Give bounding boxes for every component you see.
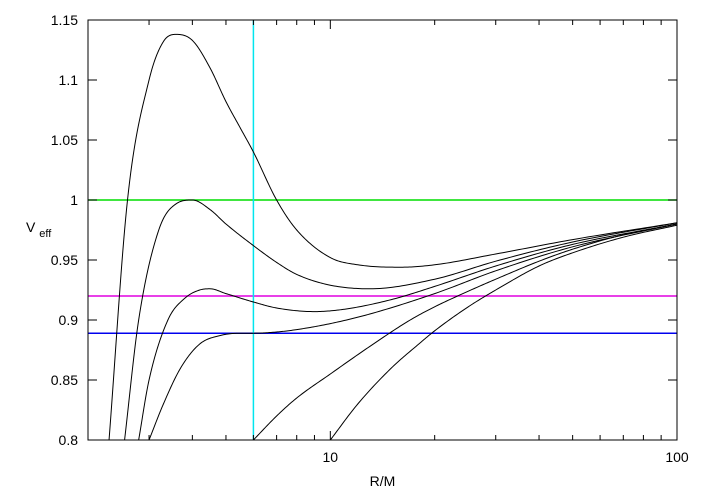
series-line-6 (329, 224, 677, 440)
y-tick-label: 1.05 (51, 132, 78, 148)
plot-frame (87, 19, 678, 441)
y-tick-label: 1.1 (59, 72, 79, 88)
y-tick-label: 1.15 (51, 12, 78, 28)
data-series (108, 33, 677, 440)
y-tick-label: 0.95 (51, 252, 78, 268)
y-tick-label: 0.85 (51, 372, 78, 388)
y-tick-label: 1 (70, 192, 78, 208)
series-line-2 (124, 199, 677, 440)
y-tick-label: 0.9 (59, 312, 79, 328)
axis-ticks (87, 19, 678, 441)
x-tick-label: 10 (323, 449, 339, 465)
x-axis-label: R/M (370, 473, 396, 489)
axis-tick-labels: 0.8 0.85 0.9 0.95 1 1.05 1.1 1.15 10 100 (51, 12, 689, 465)
series-line-5 (253, 223, 677, 440)
y-tick-label: 0.8 (59, 432, 79, 448)
x-tick-label: 100 (665, 449, 689, 465)
y-axis-label: V eff (26, 219, 52, 240)
series-line-4 (148, 223, 677, 440)
y-axis-label-subscript: eff (39, 228, 52, 240)
series-line-3 (138, 223, 677, 440)
series-line-1 (108, 33, 677, 440)
y-axis-label-main: V (26, 219, 36, 235)
